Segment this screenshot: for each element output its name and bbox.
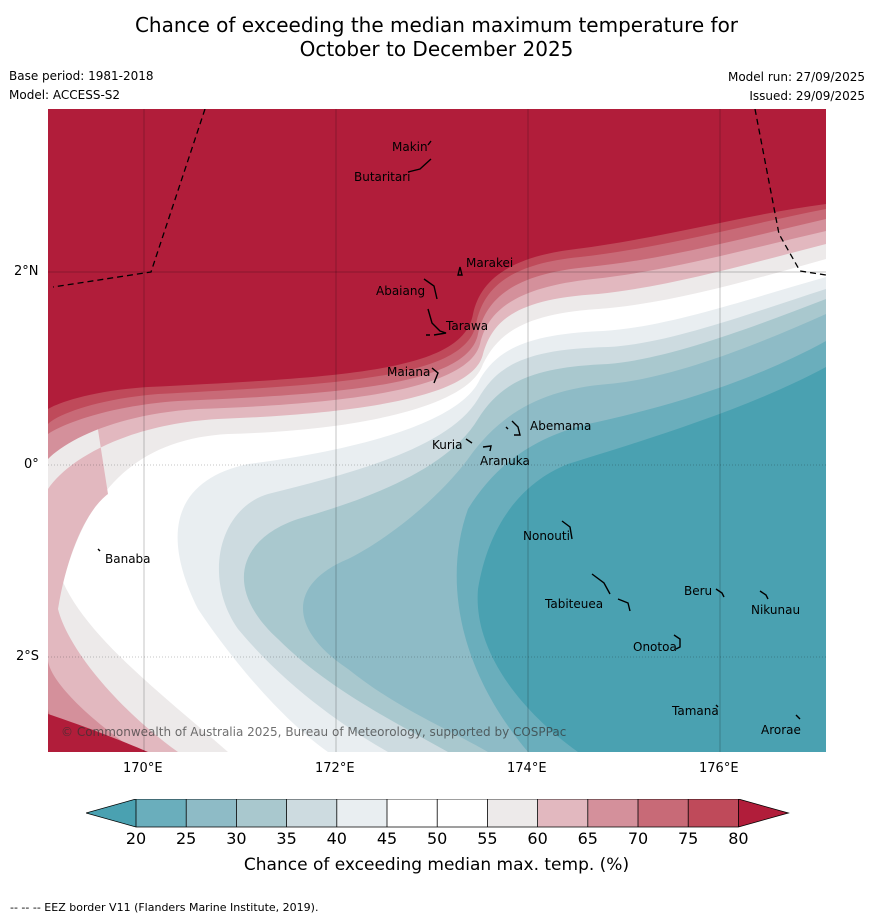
island-abaiang-shape — [423, 278, 438, 300]
band-above-80 — [48, 109, 826, 409]
eez-border — [52, 109, 826, 288]
title-line-1: Chance of exceeding the median maximum t… — [134, 13, 739, 37]
island-label-tabiteuea: Tabiteuea — [544, 597, 603, 611]
colorbar-tick-35: 35 — [276, 829, 297, 848]
island-label-kuria: Kuria — [432, 438, 463, 452]
island-label-maiana: Maiana — [387, 365, 430, 379]
x-tick-170e: 170°E — [123, 761, 163, 776]
colorbar-title: Chance of exceeding median max. temp. (%… — [243, 855, 630, 875]
island-label-onotoa: Onotoa — [633, 640, 677, 654]
island-abemama-shape — [505, 420, 521, 436]
colorbar-tick-45: 45 — [376, 829, 398, 848]
model-run: Model run: 27/09/2025 — [727, 70, 865, 84]
colorbar-tick-75: 75 — [678, 829, 699, 848]
island-label-nikunau: Nikunau — [751, 603, 800, 617]
island-beru-shape — [715, 588, 725, 598]
island-label-abemama: Abemama — [530, 419, 591, 433]
island-butaritari-shape — [407, 158, 432, 173]
island-nikunau-shape — [759, 590, 769, 600]
x-tick-174e: 174°E — [507, 761, 547, 776]
colorbar-tick-80: 80 — [728, 829, 749, 848]
island-label-beru: Beru — [684, 584, 712, 598]
island-makin-shape — [427, 140, 432, 146]
eez-border-note: -- -- -- EEZ border V11 (Flanders Marine… — [10, 901, 319, 914]
island-onotoa-shape — [673, 634, 681, 650]
model-name: Model: ACCESS-S2 — [9, 88, 121, 102]
gridlines — [48, 109, 826, 752]
colorbar-tick-55: 55 — [477, 829, 498, 848]
colorbar-segment-40 — [336, 799, 388, 827]
island-kuria-shape — [465, 438, 473, 444]
island-tamana-shape — [715, 704, 719, 708]
island-label-marakei: Marakei — [466, 256, 513, 270]
colorbar-segment-45 — [387, 799, 438, 827]
island-label-abaiang: Abaiang — [376, 284, 425, 298]
probability-map: Makin Butaritari Marakei Abaiang Tarawa … — [48, 109, 826, 752]
colorbar-segment-50 — [437, 799, 488, 827]
colorbar-tick-70: 70 — [627, 829, 649, 848]
title-line-2: October to December 2025 — [299, 37, 574, 61]
colorbar-segment-70 — [638, 799, 689, 827]
island-maiana-shape — [431, 367, 439, 384]
colorbar-tick-30: 30 — [226, 829, 247, 848]
colorbar-tick-60: 60 — [527, 829, 548, 848]
island-nonouti-shape — [561, 520, 573, 540]
island-banaba-shape — [97, 548, 101, 552]
colorbar-segment-75 — [688, 799, 739, 827]
colorbar-segment-60 — [537, 799, 589, 827]
colorbar-extend-low — [86, 799, 136, 827]
colorbar-segment-25 — [186, 799, 237, 827]
island-label-butaritari: Butaritari — [354, 170, 411, 184]
colorbar-segment-65 — [587, 799, 639, 827]
island-label-aranuka: Aranuka — [480, 454, 530, 468]
colorbar-extend-high — [738, 799, 789, 827]
colorbar-tick-40: 40 — [326, 829, 347, 848]
island-marakei-shape — [457, 266, 463, 276]
band-above-80-sw — [48, 714, 148, 752]
colorbar-segment-30 — [236, 799, 288, 827]
y-tick-2n: 2°N — [14, 264, 39, 279]
island-label-tamana: Tamana — [671, 704, 719, 718]
colorbar-segment-35 — [286, 799, 338, 827]
base-period: Base period: 1981-2018 — [9, 69, 154, 83]
colorbar-tick-25: 25 — [176, 829, 197, 848]
island-tarawa-shape — [426, 308, 447, 336]
y-tick-2s: 2°S — [16, 649, 40, 664]
issued-date: Issued: 29/09/2025 — [749, 89, 865, 103]
island-label-banaba: Banaba — [105, 552, 151, 566]
colorbar — [86, 799, 790, 828]
island-arorae-shape — [795, 714, 801, 720]
island-label-tarawa: Tarawa — [445, 319, 488, 333]
island-label-makin: Makin — [392, 140, 428, 154]
colorbar-tick-50: 50 — [427, 829, 448, 848]
island-shapes — [97, 140, 801, 720]
x-tick-172e: 172°E — [315, 761, 355, 776]
island-label-nonouti: Nonouti — [523, 529, 570, 543]
island-tabiteuea-shape — [591, 573, 631, 612]
x-tick-176e: 176°E — [699, 761, 739, 776]
island-aranuka-shape — [482, 445, 492, 452]
colorbar-tick-20: 20 — [125, 829, 147, 848]
island-label-arorae: Arorae — [761, 723, 801, 737]
colorbar-segment-55 — [487, 799, 539, 827]
colorbar-segment-20 — [136, 799, 187, 827]
copyright-notice: © Commonwealth of Australia 2025, Bureau… — [61, 725, 566, 739]
y-tick-0: 0° — [24, 457, 39, 472]
colorbar-tick-65: 65 — [577, 829, 598, 848]
